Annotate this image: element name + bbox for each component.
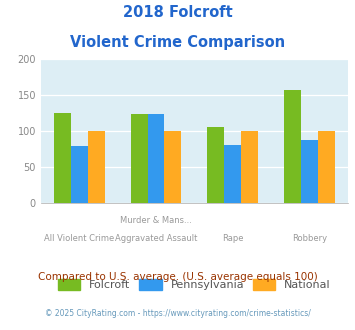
Bar <box>71 146 88 203</box>
Bar <box>301 140 318 203</box>
Text: Aggravated Assault: Aggravated Assault <box>115 234 197 243</box>
Text: Robbery: Robbery <box>292 234 327 243</box>
Bar <box>54 113 71 203</box>
Bar <box>224 145 241 203</box>
Bar <box>318 131 335 203</box>
Text: Compared to U.S. average. (U.S. average equals 100): Compared to U.S. average. (U.S. average … <box>38 272 317 282</box>
Bar <box>88 131 104 203</box>
Text: Rape: Rape <box>222 234 244 243</box>
Text: Murder & Mans...: Murder & Mans... <box>120 216 192 225</box>
Bar <box>241 131 258 203</box>
Text: © 2025 CityRating.com - https://www.cityrating.com/crime-statistics/: © 2025 CityRating.com - https://www.city… <box>45 309 310 317</box>
Bar <box>148 114 164 203</box>
Text: 2018 Folcroft: 2018 Folcroft <box>122 5 233 20</box>
Bar <box>164 131 181 203</box>
Legend: Folcroft, Pennsylvania, National: Folcroft, Pennsylvania, National <box>54 275 335 295</box>
Bar <box>284 89 301 203</box>
Text: Violent Crime Comparison: Violent Crime Comparison <box>70 35 285 50</box>
Bar <box>131 114 148 203</box>
Bar <box>207 127 224 203</box>
Text: All Violent Crime: All Violent Crime <box>44 234 114 243</box>
